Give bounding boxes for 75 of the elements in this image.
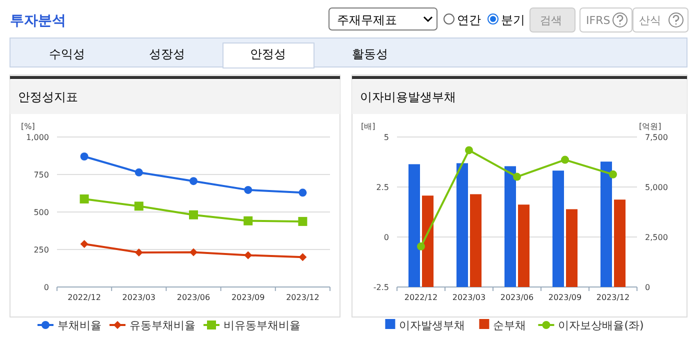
text: 안정성 <box>250 47 286 61</box>
y2-tick-label: 0 <box>645 283 650 292</box>
text: 연간 <box>457 13 481 27</box>
point <box>244 251 252 260</box>
point <box>513 172 521 181</box>
point <box>298 216 308 226</box>
y-tick-label: 5 <box>384 133 389 142</box>
bar <box>408 164 420 287</box>
point <box>298 188 307 197</box>
x-tick-label: 2023/12 <box>286 293 320 302</box>
y-axis-title: [%] <box>21 122 35 131</box>
x-tick-label: 2023/09 <box>548 293 582 302</box>
y-tick-label: 500 <box>34 208 49 217</box>
y2-tick-label: 2,500 <box>645 233 668 242</box>
y2-tick-label: 5,000 <box>645 183 668 192</box>
bar <box>470 194 482 287</box>
text: IFRS <box>586 14 610 27</box>
point <box>609 170 617 178</box>
chart-title: 이자비용발생부채 <box>360 90 456 104</box>
y-tick-label: 1,000 <box>26 133 49 142</box>
x-tick-label: 2023/03 <box>122 293 156 302</box>
y-tick-label: 0 <box>384 233 389 242</box>
x-tick-label: 2023/12 <box>596 293 630 302</box>
point <box>80 240 88 248</box>
point <box>465 146 473 154</box>
point <box>134 168 143 176</box>
bar <box>566 209 578 287</box>
y-tick-label: -2.5 <box>373 283 389 292</box>
select: 주재무제표 <box>328 8 438 30</box>
legend-label: 이자보상배율(좌) <box>558 319 644 332</box>
point <box>134 202 144 211</box>
x-tick-label: 2023/09 <box>231 293 265 302</box>
point <box>190 248 198 256</box>
y-tick-label: 750 <box>34 170 49 180</box>
legend-label: 부채비율 <box>58 319 102 332</box>
legend-label: 유동부채비율 <box>130 319 196 332</box>
point <box>189 210 198 220</box>
point <box>80 152 88 160</box>
x-tick-label: 2022/12 <box>404 293 438 302</box>
title: 투자분석 <box>10 13 66 29</box>
point <box>561 156 569 164</box>
text: 성장성 <box>149 47 185 61</box>
legend-label: 이자발생부채 <box>399 319 466 332</box>
text: 검색 <box>540 14 562 27</box>
bar <box>422 196 434 287</box>
legend-label: 순부채 <box>493 319 526 332</box>
bar <box>504 166 516 287</box>
y2-axis-title: [억원] <box>639 122 662 131</box>
x-tick-label: 2023/06 <box>500 293 534 302</box>
text: 수익성 <box>49 47 85 61</box>
x-tick-label: 2022/12 <box>68 293 101 302</box>
text: 분기 <box>501 13 525 27</box>
y-tick-label: 2.5 <box>376 183 389 192</box>
point <box>134 248 143 256</box>
x-tick-label: 2023/06 <box>176 293 210 302</box>
legend-label: 비유동부채비율 <box>224 319 300 332</box>
y-axis-title: [배] <box>361 122 376 131</box>
bar <box>456 163 468 287</box>
bar <box>600 162 612 287</box>
point <box>80 194 89 204</box>
y-tick-label: 250 <box>34 246 49 254</box>
bar <box>518 204 530 287</box>
bar <box>614 200 626 287</box>
point <box>244 186 252 194</box>
y-tick-label: 0 <box>44 283 49 292</box>
x-tick-label: 2023/03 <box>452 293 486 302</box>
point <box>298 253 307 262</box>
point <box>417 242 425 250</box>
y2-tick-label: 7,500 <box>645 133 668 142</box>
chart-title: 안정성지표 <box>18 90 78 104</box>
bar <box>552 170 564 287</box>
point <box>190 177 198 186</box>
text: 활동성 <box>352 47 388 61</box>
point <box>244 216 253 226</box>
text: 산식 <box>639 14 661 27</box>
